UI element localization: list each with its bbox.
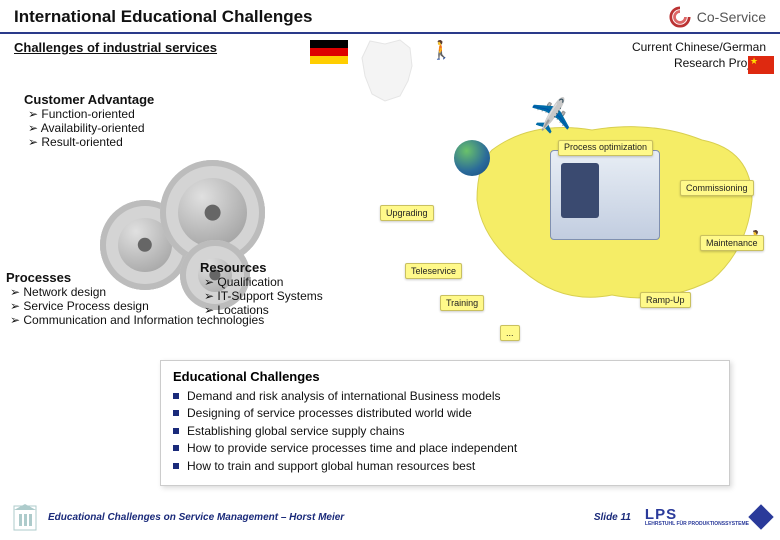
resources-list: Qualification IT-Support Systems Locatio… [200,275,323,317]
list-item: Establishing global service supply chain… [173,423,717,440]
challenges-subheading: Challenges of industrial services [14,40,217,55]
list-item: Qualification [204,275,323,289]
footer-text: Educational Challenges on Service Manage… [48,512,344,523]
tag-upgrading: Upgrading [380,205,434,221]
list-item: Demand and risk analysis of internationa… [173,388,717,405]
lps-subtext: LEHRSTUHL FÜR PRODUKTIONSSYSTEME [645,522,749,527]
tag-commissioning: Commissioning [680,180,754,196]
germany-flag-icon [310,40,348,64]
germany-map-icon [350,36,430,106]
tag-rampup: Ramp-Up [640,292,691,308]
tag-maintenance: Maintenance [700,235,764,251]
machine-graphic [550,150,660,240]
list-item: How to provide service processes time an… [173,440,717,457]
slide-title: International Educational Challenges [14,7,313,27]
tag-process-optimization: Process optimization [558,140,653,156]
customer-advantage-section: Customer Advantage Function-oriented Ava… [24,92,154,149]
list-item: IT-Support Systems [204,289,323,303]
slide-footer: Educational Challenges on Service Manage… [0,500,780,534]
tag-ellipsis: ... [500,325,520,341]
challenges-box-list: Demand and risk analysis of internationa… [173,388,717,475]
walker-icon: 🚶 [430,40,452,61]
resources-title: Resources [200,260,323,275]
lps-logo: LPS LEHRSTUHL FÜR PRODUKTIONSSYSTEME [645,507,770,527]
resources-section: Resources Qualification IT-Support Syste… [200,260,323,317]
china-flag-icon [748,56,774,74]
research-project-label: Current Chinese/German Research Project [632,40,766,71]
tag-training: Training [440,295,484,311]
list-item: Designing of service processes distribut… [173,405,717,422]
slide-number: Slide 11 [594,512,631,523]
educational-challenges-box: Educational Challenges Demand and risk a… [160,360,730,486]
footer-left: Educational Challenges on Service Manage… [10,500,344,534]
customer-advantage-list: Function-oriented Availability-oriented … [24,107,154,149]
coservice-logo: Co-Service [669,6,766,28]
coservice-icon [669,6,691,28]
sub-row: Challenges of industrial services Curren… [0,34,780,71]
list-item: Function-oriented [28,107,154,121]
lps-diamond-icon [748,504,773,529]
challenges-box-title: Educational Challenges [173,369,717,384]
list-item: How to train and support global human re… [173,458,717,475]
airplane-icon: ✈️ [529,96,573,138]
slide-header: International Educational Challenges Co-… [0,0,780,34]
lps-text: LPS [645,507,749,522]
tag-teleservice: Teleservice [405,263,462,279]
coservice-text: Co-Service [697,9,766,25]
university-logo-icon [10,500,40,534]
list-item: Locations [204,303,323,317]
list-item: Availability-oriented [28,121,154,135]
globe-icon [454,140,490,176]
customer-advantage-title: Customer Advantage [24,92,154,107]
list-item: Result-oriented [28,135,154,149]
